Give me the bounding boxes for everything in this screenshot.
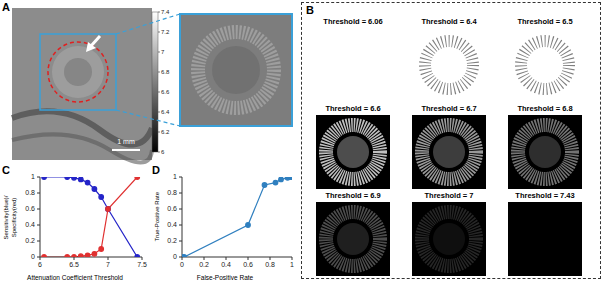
html-text:Threshold = 6.06: Threshold = 6.06 — [323, 17, 383, 26]
svg-text:7.4: 7.4 — [161, 9, 170, 15]
html-text:True-Positive Rate: True-Positive Rate — [154, 192, 161, 242]
html-text:Threshold = 6.9: Threshold = 6.9 — [325, 191, 381, 200]
svg-text:1: 1 — [31, 173, 35, 180]
svg-text:6: 6 — [161, 149, 165, 155]
svg-text:0.2: 0.2 — [25, 237, 35, 244]
svg-text:6: 6 — [38, 261, 42, 268]
svg-text:6.4: 6.4 — [161, 109, 170, 115]
svg-text:1: 1 — [173, 173, 177, 180]
svg-text:7: 7 — [161, 49, 165, 55]
svg-text:0: 0 — [173, 253, 177, 260]
html-text:Threshold = 7: Threshold = 7 — [424, 191, 474, 200]
html-text:Threshold = 6.8: Threshold = 6.8 — [517, 104, 573, 113]
html-text:Threshold = 6.7: Threshold = 6.7 — [421, 104, 477, 113]
svg-text:7.5: 7.5 — [137, 261, 147, 268]
svg-text:6.5: 6.5 — [69, 261, 79, 268]
svg-text:0: 0 — [31, 253, 35, 260]
html-text:D: D — [152, 164, 160, 176]
html-text:False-Positive Rate: False-Positive Rate — [196, 274, 254, 281]
svg-text:0.4: 0.4 — [25, 221, 35, 228]
svg-text:0.2: 0.2 — [167, 237, 177, 244]
html-text:Sensitivity(blue)/: Sensitivity(blue)/ — [2, 195, 9, 239]
html-text:Threshold = 6.4: Threshold = 6.4 — [421, 17, 477, 26]
svg-text:6.8: 6.8 — [161, 69, 170, 75]
html-text:Threshold = 6.5: Threshold = 6.5 — [517, 17, 573, 26]
html-text:Threshold = 6.6: Threshold = 6.6 — [325, 104, 381, 113]
svg-text:0.6: 0.6 — [167, 205, 177, 212]
svg-text:0.8: 0.8 — [265, 261, 275, 268]
svg-text:1 mm: 1 mm — [117, 138, 135, 145]
html-text:C: C — [2, 164, 10, 176]
svg-text:0: 0 — [180, 261, 184, 268]
svg-text:0.2: 0.2 — [199, 261, 209, 268]
html-text:Threshold = 7.43: Threshold = 7.43 — [515, 191, 575, 200]
html-text:Attenuation Coefficient Thresh: Attenuation Coefficient Threshold — [27, 274, 123, 281]
svg-text:0.6: 0.6 — [25, 205, 35, 212]
svg-text:6.2: 6.2 — [161, 129, 170, 135]
svg-text:0.6: 0.6 — [243, 261, 253, 268]
svg-text:0.4: 0.4 — [167, 221, 177, 228]
svg-text:7: 7 — [106, 261, 110, 268]
html-text:Specificity(red): Specificity(red) — [10, 197, 16, 237]
svg-text:A: A — [2, 1, 10, 13]
svg-text:6.6: 6.6 — [161, 89, 170, 95]
svg-text:0.4: 0.4 — [221, 261, 231, 268]
svg-text:7.2: 7.2 — [161, 29, 170, 35]
svg-text:0.8: 0.8 — [167, 189, 177, 196]
svg-text:1: 1 — [290, 261, 294, 268]
html-text:B: B — [306, 4, 314, 16]
svg-text:0.8: 0.8 — [25, 189, 35, 196]
